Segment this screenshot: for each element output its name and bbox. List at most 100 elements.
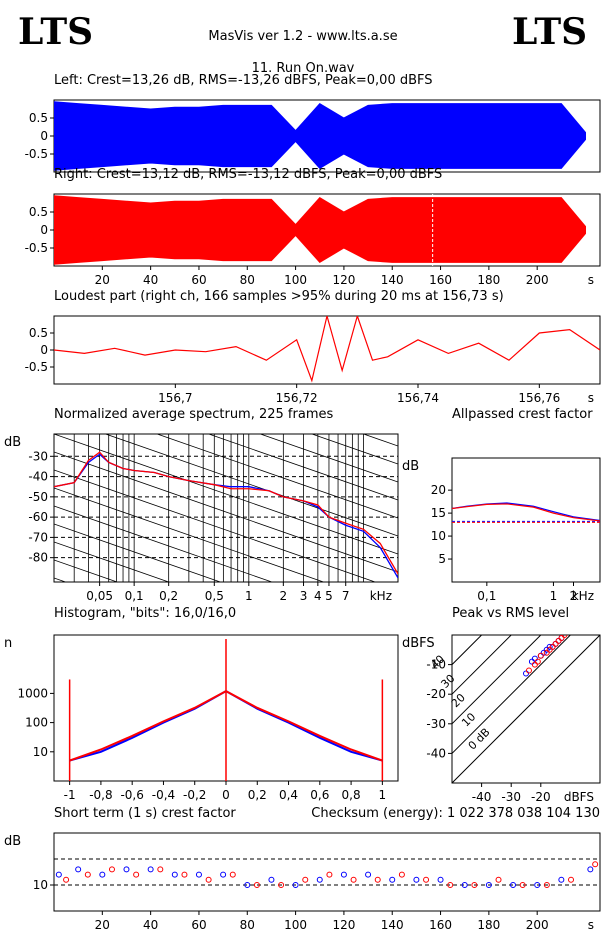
spectrum-slope-line — [54, 434, 398, 555]
waveform-right-chart: Right: Crest=13,12 dB, RMS=-13,12 dBFS, … — [25, 167, 601, 287]
short-term-point — [495, 876, 502, 883]
spectrum-slope-line — [54, 505, 274, 582]
waveform-right-xtick-label: 100 — [284, 273, 307, 287]
spectrum-slope-line — [54, 541, 170, 582]
peak-rms-point — [531, 655, 538, 662]
histogram-series-1 — [69, 689, 383, 762]
histogram-xtick-label: -1 — [64, 788, 76, 802]
loudest-part-xtick-label: 156,76 — [518, 391, 560, 405]
spectrum-xtick-label: 0,2 — [159, 589, 178, 603]
spectrum-xtick-label: 4 — [314, 589, 322, 603]
histogram-ylabel: n — [4, 636, 12, 651]
waveform-right-ytick-label: -0.5 — [25, 241, 48, 255]
peak-vs-rms-ytick-label: -40 — [426, 746, 446, 760]
peak-rms-point — [523, 670, 529, 677]
crest-line — [452, 635, 600, 783]
waveform-left-ytick-label: -0.5 — [25, 147, 48, 161]
waveform-left-envelope — [54, 101, 587, 171]
peak-vs-rms-xunit: dBFS — [564, 790, 594, 804]
short-term-point — [568, 876, 575, 883]
short-term-crest-xtick-label: 160 — [429, 918, 452, 932]
short-term-crest-ylabel: dB — [4, 834, 21, 849]
spectrum-xtick-label: 1 — [245, 589, 253, 603]
waveform-right-xtick-label: 140 — [381, 273, 404, 287]
peak-rms-point — [561, 635, 568, 638]
short-term-point — [205, 876, 212, 883]
short-term-point — [374, 876, 381, 883]
histogram-xtick-label: 0,6 — [310, 788, 329, 802]
short-term-point — [587, 866, 594, 873]
short-term-crest-title: Short term (1 s) crest factor — [54, 806, 236, 821]
short-term-crest-xtick-label: 60 — [191, 918, 206, 932]
short-term-point — [157, 866, 164, 873]
short-term-crest-xtick-label: 80 — [240, 918, 255, 932]
waveform-right-xtick-label: 20 — [95, 273, 110, 287]
loudest-part-xunit: s — [588, 391, 594, 405]
allpassed-crest-xtick-label: 2 — [570, 589, 578, 603]
loudest-part-title: Loudest part (right ch, 166 samples >95%… — [54, 289, 504, 304]
short-term-point — [423, 876, 430, 883]
short-term-point — [229, 871, 236, 878]
spectrum-xtick-label: 7 — [342, 589, 350, 603]
peak-rms-point — [552, 640, 559, 647]
short-term-point — [413, 876, 420, 883]
loudest-part-ytick-label: -0.5 — [25, 360, 48, 374]
peak-rms-point — [528, 658, 535, 665]
histogram-xtick-label: 0,8 — [342, 788, 361, 802]
checksum-text: Checksum (energy): 1 022 378 038 104 130 — [311, 806, 600, 821]
waveform-right-xtick-label: 120 — [332, 273, 355, 287]
waveform-right-xtick-label: 180 — [477, 273, 500, 287]
spectrum-xtick-label: 0,05 — [86, 589, 113, 603]
short-term-point — [55, 871, 62, 878]
spectrum-ylabel: dB — [4, 435, 21, 450]
short-term-point — [365, 871, 372, 878]
waveform-right-xtick-label: 80 — [240, 273, 255, 287]
short-term-crest-ytick-label: 10 — [33, 878, 48, 892]
short-term-point — [63, 876, 70, 883]
loudest-part-ytick-label: 0.5 — [29, 326, 48, 340]
peak-rms-point — [555, 637, 562, 644]
loudest-part-chart: Loudest part (right ch, 166 samples >95%… — [25, 289, 601, 405]
histogram-chart: Histogram, "bits": 16,0/16,0100010010-1-… — [4, 606, 399, 802]
spectrum-slope-line — [54, 469, 377, 582]
peak-vs-rms-ytick-label: -30 — [426, 717, 446, 731]
short-term-point — [220, 871, 227, 878]
file-title: 11. Run On.wav — [252, 61, 355, 76]
short-term-point — [147, 866, 154, 873]
loudest-part-ytick-label: 0 — [40, 343, 48, 357]
short-term-point — [485, 882, 492, 888]
waveform-left-chart: Left: Crest=13,26 dB, RMS=-13,26 dBFS, P… — [25, 73, 601, 173]
spectrum-slope-line — [104, 434, 398, 537]
short-term-point — [195, 871, 202, 878]
spectrum-slope-line — [54, 559, 119, 582]
short-term-point — [244, 882, 251, 888]
loudest-part-xtick-label: 156,74 — [397, 391, 439, 405]
short-term-point — [534, 882, 541, 888]
loudest-part-frame — [53, 315, 601, 385]
logo-right: LTS — [512, 11, 587, 53]
spectrum-frame — [53, 433, 399, 583]
waveform-right-xtick-label: 200 — [526, 273, 549, 287]
spectrum-xtick-label: 5 — [325, 589, 333, 603]
peak-rms-point — [558, 635, 565, 641]
short-term-point — [510, 882, 517, 888]
short-term-point — [108, 866, 115, 873]
histogram-xtick-label: 0,2 — [248, 788, 267, 802]
waveform-right-xtick-label: 60 — [191, 273, 206, 287]
short-term-crest-xtick-label: 100 — [284, 918, 307, 932]
allpassed-crest-ytick-label: 20 — [431, 483, 446, 497]
histogram-xtick-label: 0 — [222, 788, 230, 802]
histogram-ytick-label: 100 — [25, 716, 48, 730]
waveform-right-xtick-label: 40 — [143, 273, 158, 287]
short-term-point — [268, 876, 275, 883]
short-term-crest-frame — [53, 832, 601, 912]
short-term-point — [461, 882, 468, 888]
peak-vs-rms-ytick-label: -10 — [426, 658, 446, 672]
spectrum-xunit: kHz — [370, 589, 392, 603]
spectrum-slope-line — [155, 434, 398, 519]
short-term-point — [558, 876, 565, 883]
spectrum-ytick-label: -50 — [28, 490, 48, 504]
spectrum-series-1 — [54, 451, 398, 575]
spectrum-slope-line — [310, 434, 398, 465]
